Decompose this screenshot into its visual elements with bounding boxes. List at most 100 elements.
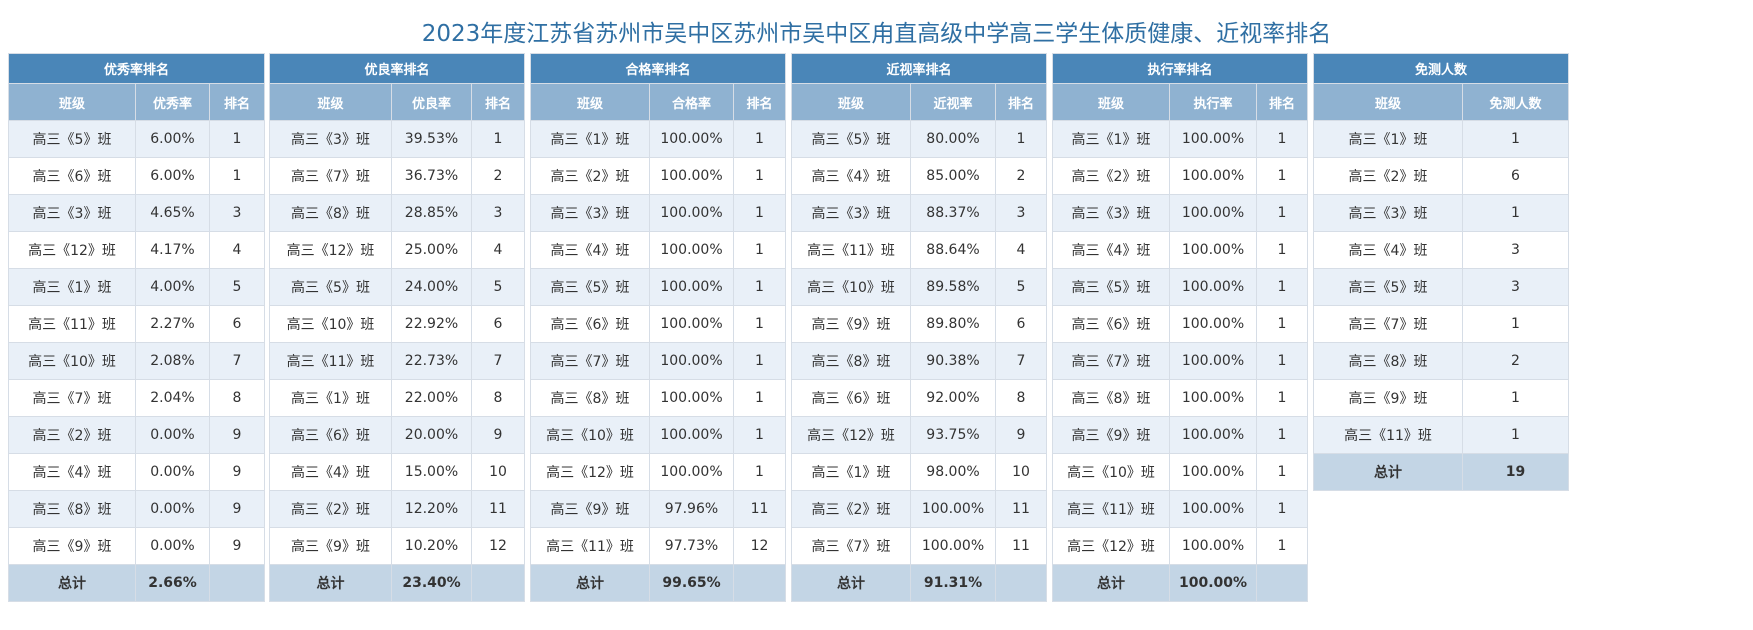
table-row: 高三《12》班 100.00% 1 [1052,527,1309,565]
total-cell: 总计 [1313,453,1463,491]
column-header: 班级 [1313,83,1463,121]
table-cell: 6 [994,305,1048,343]
table-cell: 11 [470,490,526,528]
table-cell: 85.00% [910,157,996,195]
column-header: 排名 [994,83,1048,121]
table-cell: 4.17% [135,231,210,269]
table-cell: 高三《6》班 [1052,305,1170,343]
table-cell: 9 [208,527,266,565]
table-cell: 高三《2》班 [1313,157,1463,195]
table-cell: 100.00% [649,305,734,343]
total-row: 总计 100.00% [1052,564,1309,602]
table-row: 高三《9》班 10.20% 12 [269,527,526,565]
table-cell: 高三《10》班 [269,305,392,343]
table-cell: 高三《11》班 [1313,416,1463,454]
table-row: 高三《4》班 85.00% 2 [791,157,1048,195]
table-cell: 8 [994,379,1048,417]
table-row: 高三《5》班 6.00% 1 [8,120,266,158]
total-cell: 100.00% [1169,564,1257,602]
table-cell: 1 [1255,490,1309,528]
total-cell: 总计 [791,564,911,602]
table-row: 高三《12》班 25.00% 4 [269,231,526,269]
table-cell: 4 [208,231,266,269]
table-row: 高三《7》班 100.00% 1 [1052,342,1309,380]
table-row: 高三《2》班 0.00% 9 [8,416,266,454]
table-row: 高三《9》班 100.00% 1 [1052,416,1309,454]
table-cell: 1 [208,157,266,195]
total-cell [994,564,1048,602]
table-cell: 0.00% [135,490,210,528]
table-cell: 1 [994,120,1048,158]
total-row: 总计 2.66% [8,564,266,602]
table-cell: 0.00% [135,527,210,565]
column-header: 免测人数 [1461,83,1570,121]
total-cell: 99.65% [649,564,734,602]
table-row: 高三《8》班 28.85% 3 [269,194,526,232]
table-title: 合格率排名 [529,53,787,84]
table-cell: 高三《9》班 [791,305,911,343]
column-header: 排名 [732,83,787,121]
table-row: 高三《10》班 2.08% 7 [8,342,266,380]
table-cell: 高三《2》班 [8,416,136,454]
table-cell: 7 [994,342,1048,380]
table-cell: 100.00% [1169,416,1257,454]
table-cell: 4 [994,231,1048,269]
table-cell: 高三《8》班 [791,342,911,380]
table-cell: 高三《5》班 [530,268,650,306]
table-cell: 0.00% [135,416,210,454]
total-cell: 19 [1461,453,1570,491]
table-row: 高三《1》班 22.00% 8 [269,379,526,417]
table-cell: 1 [208,120,266,158]
table-cell: 88.37% [910,194,996,232]
table-cell: 高三《4》班 [1313,231,1463,269]
table-row: 高三《4》班 15.00% 10 [269,453,526,491]
table-cell: 高三《3》班 [791,194,911,232]
table-cell: 高三《5》班 [791,120,911,158]
table-cell: 高三《5》班 [1052,268,1170,306]
table-cell: 高三《1》班 [1313,120,1463,158]
column-header: 班级 [8,83,136,121]
table-cell: 高三《7》班 [8,379,136,417]
table-cell: 2 [1461,342,1570,380]
table-cell: 高三《3》班 [269,120,392,158]
table-cell: 90.38% [910,342,996,380]
table-cell: 12 [470,527,526,565]
table-title: 近视率排名 [790,53,1048,84]
table-cell: 高三《9》班 [1313,379,1463,417]
table-cell: 100.00% [910,527,996,565]
table-cell: 3 [994,194,1048,232]
table-cell: 高三《4》班 [791,157,911,195]
table-cell: 9 [994,416,1048,454]
table-cell: 高三《12》班 [269,231,392,269]
table-cell: 高三《12》班 [1052,527,1170,565]
table-cell: 22.00% [391,379,472,417]
table-cell: 1 [732,231,787,269]
table-row: 高三《5》班 80.00% 1 [791,120,1048,158]
column-header: 排名 [470,83,526,121]
table-cell: 15.00% [391,453,472,491]
table-cell: 高三《6》班 [530,305,650,343]
table-cell: 1 [1255,342,1309,380]
table-row: 高三《4》班 100.00% 1 [1052,231,1309,269]
table-row: 高三《11》班 100.00% 1 [1052,490,1309,528]
table-row: 高三《3》班 100.00% 1 [1052,194,1309,232]
table-row: 高三《12》班 93.75% 9 [791,416,1048,454]
total-row: 总计 23.40% [269,564,526,602]
table-row: 高三《10》班 100.00% 1 [530,416,787,454]
total-cell: 总计 [8,564,136,602]
table-cell: 高三《2》班 [791,490,911,528]
table-row: 高三《12》班 4.17% 4 [8,231,266,269]
table-cell: 1 [732,416,787,454]
table-cell: 高三《10》班 [1052,453,1170,491]
table-cell: 5 [470,268,526,306]
table-row: 高三《7》班 100.00% 11 [791,527,1048,565]
table-cell: 6 [208,305,266,343]
table-cell: 高三《1》班 [269,379,392,417]
table-cell: 5 [994,268,1048,306]
table-cell: 100.00% [649,120,734,158]
table-row: 高三《1》班 98.00% 10 [791,453,1048,491]
table-cell: 高三《3》班 [530,194,650,232]
table-cell: 100.00% [649,194,734,232]
table-cell: 高三《9》班 [1052,416,1170,454]
table-row: 高三《6》班 100.00% 1 [530,305,787,343]
